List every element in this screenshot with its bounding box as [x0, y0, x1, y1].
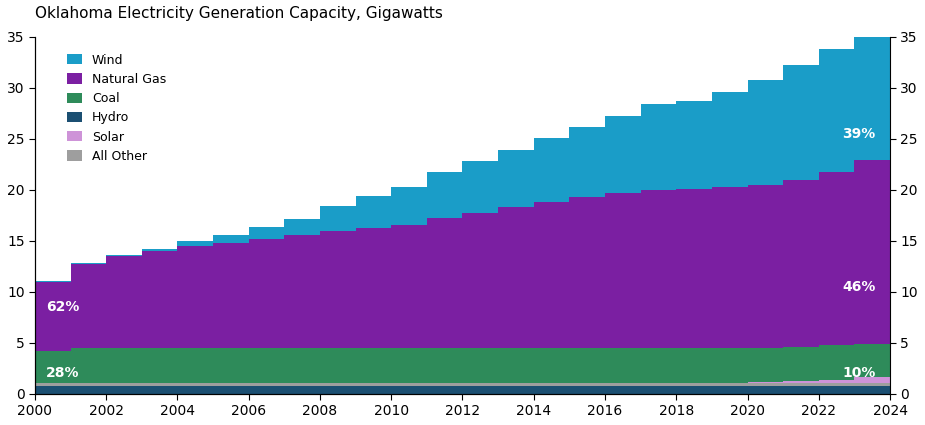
Text: Oklahoma Electricity Generation Capacity, Gigawatts: Oklahoma Electricity Generation Capacity…: [35, 6, 443, 21]
Legend: Wind, Natural Gas, Coal, Hydro, Solar, All Other: Wind, Natural Gas, Coal, Hydro, Solar, A…: [67, 54, 166, 163]
Text: 46%: 46%: [843, 280, 876, 294]
Text: 39%: 39%: [843, 127, 876, 141]
Text: 28%: 28%: [45, 366, 80, 380]
Text: 10%: 10%: [843, 366, 876, 380]
Text: 62%: 62%: [45, 300, 79, 314]
